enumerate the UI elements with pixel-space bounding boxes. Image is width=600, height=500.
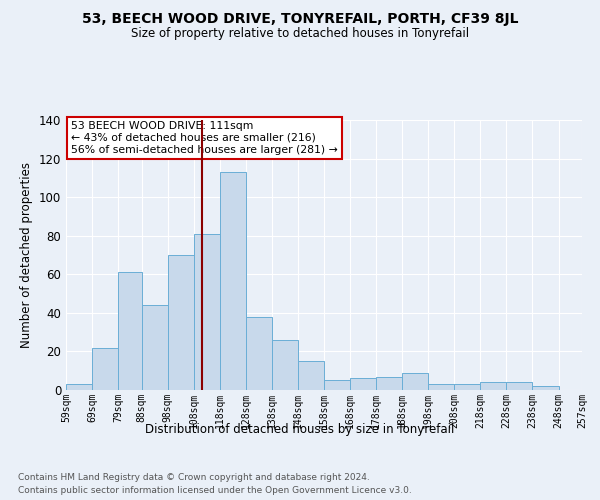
Bar: [246, 316, 272, 390]
Y-axis label: Number of detached properties: Number of detached properties: [20, 162, 33, 348]
Bar: [167, 255, 194, 390]
Bar: [272, 340, 298, 390]
Bar: [194, 234, 220, 390]
Bar: [118, 272, 142, 390]
Text: Contains HM Land Registry data © Crown copyright and database right 2024.: Contains HM Land Registry data © Crown c…: [18, 472, 370, 482]
Bar: [454, 384, 481, 390]
Bar: [402, 372, 428, 390]
Bar: [532, 386, 559, 390]
Bar: [66, 384, 92, 390]
Text: 53 BEECH WOOD DRIVE: 111sqm
← 43% of detached houses are smaller (216)
56% of se: 53 BEECH WOOD DRIVE: 111sqm ← 43% of det…: [71, 122, 338, 154]
Bar: [506, 382, 532, 390]
Bar: [428, 384, 454, 390]
Bar: [350, 378, 376, 390]
Bar: [220, 172, 246, 390]
Text: Size of property relative to detached houses in Tonyrefail: Size of property relative to detached ho…: [131, 28, 469, 40]
Bar: [142, 305, 167, 390]
Text: 53, BEECH WOOD DRIVE, TONYREFAIL, PORTH, CF39 8JL: 53, BEECH WOOD DRIVE, TONYREFAIL, PORTH,…: [82, 12, 518, 26]
Text: Distribution of detached houses by size in Tonyrefail: Distribution of detached houses by size …: [145, 422, 455, 436]
Text: Contains public sector information licensed under the Open Government Licence v3: Contains public sector information licen…: [18, 486, 412, 495]
Bar: [298, 361, 324, 390]
Bar: [324, 380, 350, 390]
Bar: [92, 348, 118, 390]
Bar: [481, 382, 506, 390]
Bar: [376, 376, 402, 390]
